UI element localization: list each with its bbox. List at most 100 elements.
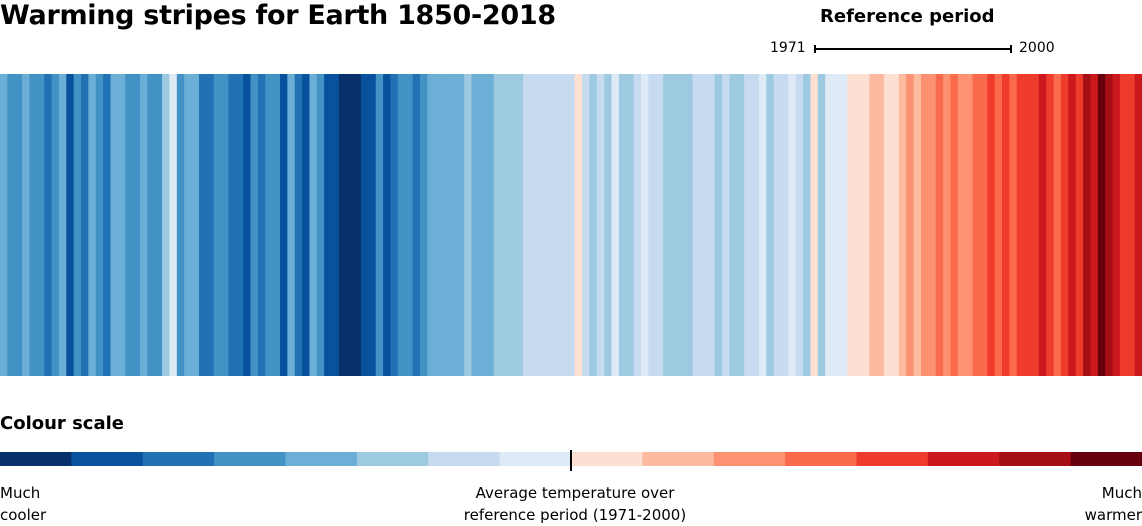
- stripe: [736, 74, 745, 376]
- stripe: [449, 74, 458, 376]
- stripe: [110, 74, 119, 376]
- stripe: [906, 74, 915, 376]
- stripe: [574, 74, 583, 376]
- stripe: [162, 74, 171, 376]
- stripe: [14, 74, 23, 376]
- stripe: [714, 74, 723, 376]
- stripe: [1016, 74, 1025, 376]
- stripe: [361, 74, 369, 376]
- stripe: [103, 74, 112, 376]
- stripe: [537, 74, 546, 376]
- stripe: [862, 74, 870, 376]
- stripe: [331, 74, 340, 376]
- label-average-temperature: Average temperature over reference perio…: [463, 484, 687, 524]
- reference-period-title: Reference period: [820, 6, 995, 27]
- stripe: [832, 74, 841, 376]
- stripe: [1009, 74, 1018, 376]
- stripe: [707, 74, 716, 376]
- stripe: [375, 74, 384, 376]
- stripe: [677, 74, 686, 376]
- stripe: [685, 74, 694, 376]
- stripe: [589, 74, 598, 376]
- stripe: [1024, 74, 1033, 376]
- stripe: [1127, 74, 1136, 376]
- stripe: [176, 74, 185, 376]
- stripe: [29, 74, 38, 376]
- stripe: [817, 74, 826, 376]
- stripe: [7, 74, 16, 376]
- stripe: [1105, 74, 1114, 376]
- stripe: [559, 74, 568, 376]
- stripe: [935, 74, 944, 376]
- stripe: [898, 74, 907, 376]
- stripe: [854, 74, 863, 376]
- stripe: [618, 74, 627, 376]
- stripe: [655, 74, 664, 376]
- stripe: [839, 74, 848, 376]
- stripe: [891, 74, 900, 376]
- stripe: [324, 74, 333, 376]
- colour-scale-bar: [0, 450, 1142, 471]
- stripe: [88, 74, 97, 376]
- stripe: [515, 74, 524, 376]
- stripe: [729, 74, 738, 376]
- stripe: [508, 74, 517, 376]
- stripe: [810, 74, 819, 376]
- stripe: [412, 74, 421, 376]
- stripe: [169, 74, 178, 376]
- stripe: [648, 74, 657, 376]
- stripe: [316, 74, 325, 376]
- stripe: [338, 74, 347, 376]
- stripe: [699, 74, 708, 376]
- stripe: [1031, 74, 1040, 376]
- stripe: [523, 74, 532, 376]
- stripe: [221, 74, 229, 376]
- stripe: [1083, 74, 1092, 376]
- stripe: [611, 74, 620, 376]
- stripe: [582, 74, 591, 376]
- stripe: [368, 74, 377, 376]
- stripe: [132, 74, 141, 376]
- reference-period-start: 1971: [770, 40, 806, 56]
- stripe: [626, 74, 635, 376]
- colour-scale-swatch: [713, 452, 786, 466]
- stripe: [847, 74, 856, 376]
- stripe: [1038, 74, 1047, 376]
- stripe: [987, 74, 996, 376]
- label-much-cooler: Much cooler: [0, 484, 47, 524]
- stripe: [257, 74, 266, 376]
- stripe: [780, 74, 789, 376]
- stripe: [117, 74, 126, 376]
- stripe: [206, 74, 215, 376]
- stripe: [1134, 74, 1142, 376]
- stripe: [1090, 74, 1099, 376]
- colour-scale-title: Colour scale: [0, 413, 124, 434]
- stripe: [766, 74, 775, 376]
- colour-scale-swatch: [142, 452, 215, 466]
- stripe: [0, 74, 8, 376]
- stripe: [44, 74, 53, 376]
- stripe: [758, 74, 767, 376]
- stripe: [795, 74, 804, 376]
- stripe: [184, 74, 193, 376]
- colour-scale-swatch: [0, 452, 72, 466]
- stripe: [876, 74, 885, 376]
- stripe: [1046, 74, 1055, 376]
- stripe: [265, 74, 274, 376]
- stripe: [596, 74, 605, 376]
- colour-scale-swatch: [999, 452, 1072, 466]
- stripe: [464, 74, 473, 376]
- colour-scale-swatch: [642, 452, 715, 466]
- stripe: [1068, 74, 1077, 376]
- warming-stripes: [0, 74, 1142, 376]
- stripe: [663, 74, 672, 376]
- stripe: [825, 74, 834, 376]
- stripe: [567, 74, 576, 376]
- stripe: [692, 74, 701, 376]
- stripe: [1053, 74, 1062, 376]
- colour-scale-swatch: [356, 452, 429, 466]
- stripe: [390, 74, 399, 376]
- stripe: [744, 74, 753, 376]
- stripe: [427, 74, 436, 376]
- stripe: [228, 74, 237, 376]
